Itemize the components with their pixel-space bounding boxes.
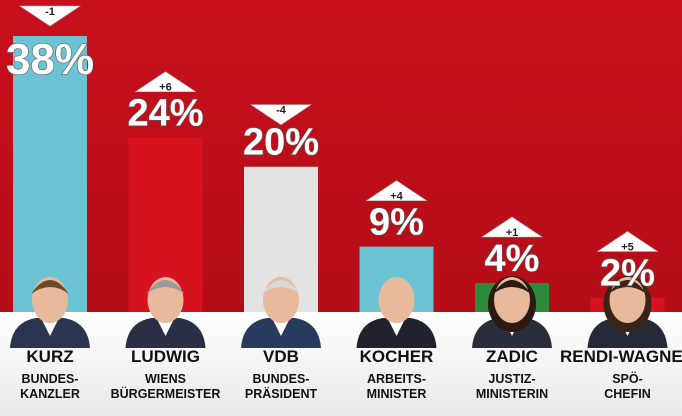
- name-label-vdb: VDB: [263, 347, 299, 366]
- name-label-ludwig: LUDWIG: [131, 347, 200, 366]
- portrait-collar: [387, 318, 406, 336]
- change-marker-kurz: [19, 5, 81, 27]
- change-marker-vdb: [250, 104, 312, 126]
- role-label-rendi-wagner: SPÖ-: [612, 371, 643, 386]
- portrait-hair-top: [493, 280, 531, 294]
- name-label-kurz: KURZ: [26, 347, 73, 366]
- role-label-kocher: MINISTER: [367, 387, 427, 401]
- portrait-hair-top: [31, 280, 69, 294]
- portraits-layer: [10, 276, 668, 348]
- portrait-collar: [272, 318, 290, 336]
- role-label-vdb: PRÄSIDENT: [245, 386, 318, 401]
- portrait-hair-top: [262, 280, 300, 294]
- role-label-ludwig: WIENS: [145, 372, 186, 386]
- role-label-kurz: KANZLER: [20, 387, 80, 401]
- change-label-zadic: +1: [506, 227, 519, 239]
- labels-layer: 38%-1KURZBUNDES-KANZLER24%+6LUDWIGWIENSB…: [5, 5, 682, 401]
- name-label-zadic: ZADIC: [486, 347, 538, 366]
- portrait-kurz: [10, 277, 90, 348]
- chart-background: [0, 0, 682, 312]
- role-label-kocher: ARBEITS-: [367, 372, 426, 386]
- name-label-rendi-wagner: RENDI-WAGNER: [560, 347, 682, 366]
- change-label-kocher: +4: [390, 191, 403, 203]
- portrait-hair-top: [146, 280, 185, 294]
- footer-background: [0, 312, 682, 416]
- change-label-rendi-wagner: +5: [621, 241, 634, 253]
- change-label-vdb: -4: [276, 105, 287, 117]
- portrait-face: [378, 277, 415, 323]
- value-label-kocher: 9%: [369, 202, 424, 244]
- value-label-vdb: 20%: [243, 122, 319, 164]
- value-label-ludwig: 24%: [127, 93, 203, 135]
- role-label-zadic: MINISTERIN: [476, 387, 548, 401]
- change-label-ludwig: +6: [159, 82, 172, 94]
- portrait-kocher: [356, 277, 437, 348]
- role-label-ludwig: BÜRGERMEISTER: [111, 386, 221, 401]
- value-label-kurz: 38%: [6, 35, 94, 84]
- portrait-collar: [156, 318, 175, 336]
- change-marker-rendi-wagner: [596, 231, 659, 252]
- change-label-kurz: -1: [45, 6, 55, 18]
- portrait-collar: [41, 318, 59, 336]
- portrait-ludwig: [125, 277, 206, 348]
- role-label-zadic: JUSTIZ-: [488, 372, 535, 386]
- portrait-hair-top: [608, 280, 647, 294]
- change-marker-ludwig: [134, 71, 197, 92]
- bar-kurz: [13, 36, 87, 312]
- change-marker-zadic: [481, 216, 543, 238]
- role-label-vdb: BUNDES-: [253, 372, 310, 386]
- value-label-rendi-wagner: 2%: [600, 252, 655, 294]
- portrait-zadic: [472, 276, 552, 348]
- change-marker-kocher: [365, 180, 428, 201]
- role-label-rendi-wagner: CHEFIN: [604, 387, 651, 401]
- portrait-vdb: [241, 277, 321, 348]
- role-label-kurz: BUNDES-: [22, 372, 79, 386]
- portrait-rendi-wagner: [587, 276, 668, 348]
- value-label-zadic: 4%: [485, 238, 540, 280]
- name-label-kocher: KOCHER: [360, 347, 434, 366]
